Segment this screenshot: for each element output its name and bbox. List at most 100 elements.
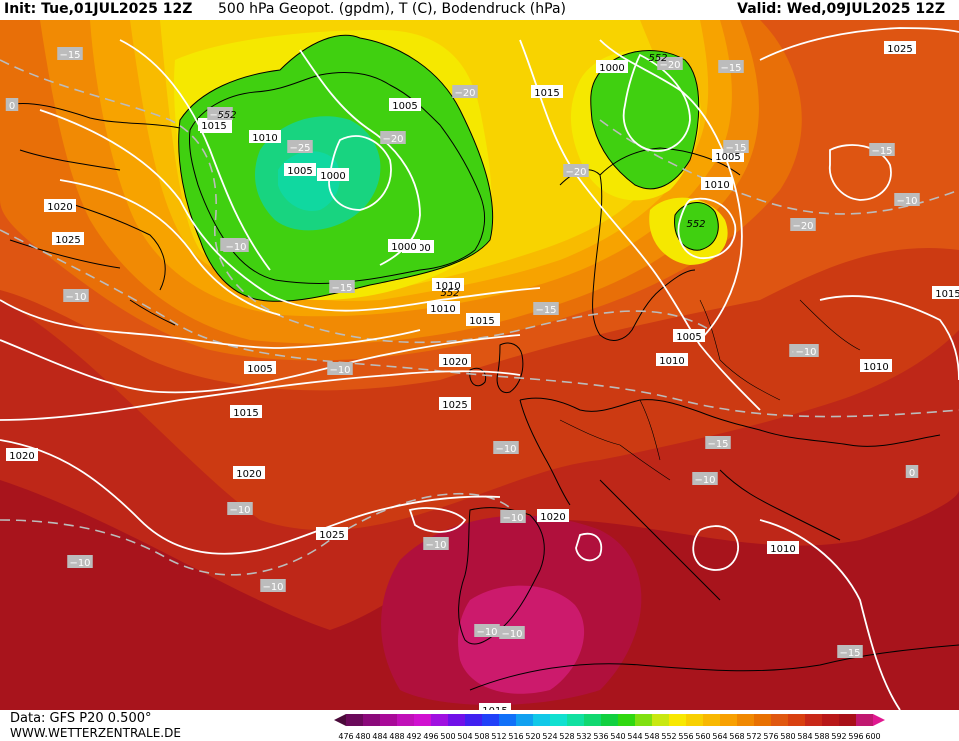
svg-text:1005: 1005 [247, 364, 272, 375]
colorbar-tick-label: 588 [814, 732, 829, 741]
svg-text:−20: −20 [659, 60, 680, 71]
colorbar-segment [754, 714, 771, 726]
colorbar-segment [601, 714, 618, 726]
isobar-label: 1015 [479, 703, 511, 710]
temp-label-layer: −15−20−25−20−20−25−20−15−20−10−15−10−10−… [5, 47, 920, 659]
svg-text:1005: 1005 [715, 152, 740, 163]
colorbar-tick-label: 504 [457, 732, 472, 741]
isobar-label: 1010 [432, 278, 464, 292]
svg-text:−20: −20 [454, 88, 475, 99]
svg-text:1010: 1010 [435, 281, 460, 292]
country-borders [559, 299, 861, 481]
isotherm-label: −10 [499, 626, 525, 640]
isobar-label: 1000 [596, 60, 628, 74]
geopotential-label: 552 [217, 110, 236, 121]
svg-text:1010: 1010 [863, 362, 888, 373]
svg-text:−15: −15 [839, 648, 860, 659]
isotherm-label: 0 [905, 465, 919, 479]
colorbar-segment [533, 714, 550, 726]
isotherm-label: −10 [63, 289, 89, 303]
isotherm-label: −10 [500, 510, 526, 524]
geopot-label-layer: 552 552 552 552 [217, 53, 705, 299]
isobar-label: 1025 [316, 527, 348, 541]
isotherm-label: 0 [5, 98, 19, 112]
isobar-label: 1025 [884, 41, 916, 55]
colorbar-tick-label: 496 [423, 732, 438, 741]
svg-text:1010: 1010 [704, 180, 729, 191]
isobar-label: 1000 [317, 168, 349, 182]
isotherm-label: −20 [452, 85, 478, 99]
svg-text:−15: −15 [871, 146, 892, 157]
isobar-label: 1020 [6, 448, 38, 462]
isobar-label: 1025 [439, 397, 471, 411]
colorbar-tick-label: 576 [763, 732, 778, 741]
svg-text:−20: −20 [792, 221, 813, 232]
colorbar-arrow-left [334, 714, 346, 726]
isobar-label: 1010 [656, 353, 688, 367]
colorbar-segment [805, 714, 822, 726]
map-canvas: 1000 1005 1010 1015 1020 1025 1010 1015 1005 1010… [0, 20, 959, 710]
colorbar-tick-label: 580 [780, 732, 795, 741]
colorbar-tick-label: 536 [593, 732, 608, 741]
isotherm-label: −10 [894, 193, 920, 207]
colorbar-tick-label: 572 [746, 732, 761, 741]
svg-text:1025: 1025 [442, 400, 467, 411]
isotherm-label: −10 [327, 362, 353, 376]
colorbar-segment [397, 714, 414, 726]
svg-text:1000: 1000 [391, 242, 416, 253]
svg-text:1010: 1010 [659, 356, 684, 367]
isobar-label: 1000 [388, 239, 420, 253]
svg-text:−10: −10 [229, 505, 250, 516]
chart-header: Init: Tue,01JUL2025 12Z 500 hPa Geopot. … [0, 0, 959, 20]
colorbar-tick-label: 548 [644, 732, 659, 741]
geopotential-label: 552 [440, 288, 459, 299]
svg-text:1010: 1010 [430, 304, 455, 315]
svg-text:−20: −20 [565, 167, 586, 178]
svg-text:1015: 1015 [935, 289, 959, 300]
isotherm-label: −15 [869, 143, 895, 157]
svg-text:1020: 1020 [47, 202, 72, 213]
isotherm-label: −20 [790, 218, 816, 232]
colorbar-tick-label: 484 [372, 732, 387, 741]
svg-text:552: 552 [217, 110, 236, 121]
svg-text:−10: −10 [896, 196, 917, 207]
data-source: Data: GFS P20 0.500° [10, 711, 152, 726]
svg-text:−10: −10 [262, 582, 283, 593]
isotherm-label: −20 [380, 131, 406, 145]
isotherm-label: −15 [57, 47, 83, 61]
isotherm-label: −10 [474, 624, 500, 638]
svg-text:−10: −10 [795, 347, 816, 358]
svg-text:1025: 1025 [319, 530, 344, 541]
isotherm-label: −10 [227, 502, 253, 516]
isobar-label: 1005 [284, 163, 316, 177]
svg-text:1020: 1020 [540, 512, 565, 523]
svg-text:−10: −10 [476, 627, 497, 638]
colorbar-tick-label: 532 [576, 732, 591, 741]
colorbar-tick-label: 596 [848, 732, 863, 741]
colorbar-segment [431, 714, 448, 726]
isobar-label: 1020 [439, 354, 471, 368]
colorbar-segment [669, 714, 686, 726]
svg-text:1015: 1015 [469, 316, 494, 327]
isobars [0, 27, 959, 710]
isotherm-label: −15 [705, 436, 731, 450]
colorbar-tick-label: 488 [389, 732, 404, 741]
isobar-label: 1005 [389, 98, 421, 112]
colorbar-tick-label: 560 [695, 732, 710, 741]
svg-text:0: 0 [909, 468, 915, 479]
colorbar-segment [567, 714, 584, 726]
chart-title: 500 hPa Geopot. (gpdm), T (C), Bodendruc… [218, 1, 566, 17]
isotherm-label: −10 [223, 239, 249, 253]
colorbar-segment [465, 714, 482, 726]
svg-text:1010: 1010 [252, 133, 277, 144]
svg-text:−10: −10 [65, 292, 86, 303]
isobar-label: 1015 [198, 118, 230, 132]
isotherm-label: −15 [718, 60, 744, 74]
svg-text:1020: 1020 [442, 357, 467, 368]
isotherm-label: −15 [723, 140, 749, 154]
colorbar-tick-label: 528 [559, 732, 574, 741]
colorbar-tick-label: 564 [712, 732, 727, 741]
svg-text:1025: 1025 [55, 235, 80, 246]
svg-text:−10: −10 [502, 513, 523, 524]
